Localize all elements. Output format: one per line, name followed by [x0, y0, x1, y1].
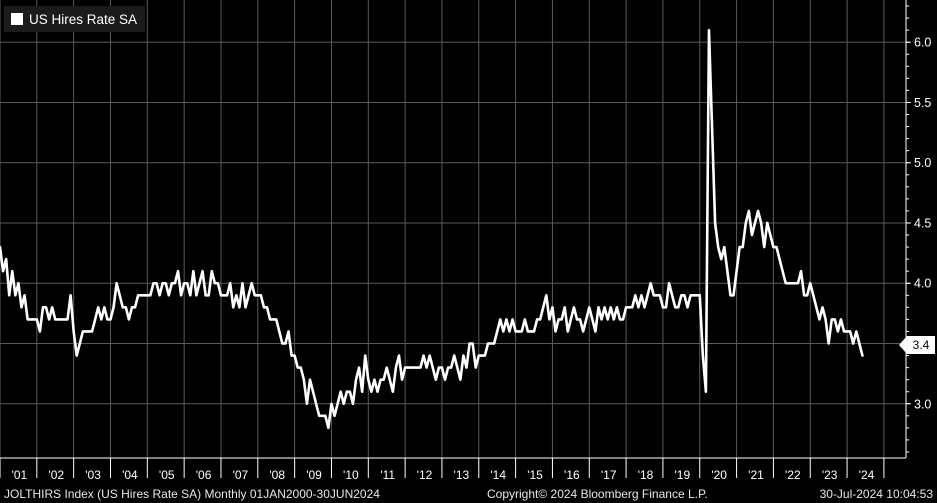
x-tick-label: '07 [233, 468, 249, 482]
x-tick-label: '06 [196, 468, 212, 482]
y-axis: 3.03.54.04.55.05.56.0 [905, 0, 931, 458]
x-tick-label: '15 [527, 468, 543, 482]
timestamp: 30-Jul-2024 10:04:53 [819, 487, 933, 501]
x-tick-label: '01 [12, 468, 28, 482]
y-tick-label: 6.0 [914, 36, 931, 50]
x-axis: '01 '02 '03 '04 '05 '06 '07 '08 '09 '10 '11 '12 '13 '… [0, 457, 906, 482]
x-tick-label: '04 [122, 468, 138, 482]
x-tick-label: '05 [159, 468, 175, 482]
legend-swatch [11, 13, 23, 25]
x-tick-label: '17 [601, 468, 617, 482]
plot-area [0, 0, 906, 458]
ticker-info: JOLTHIRS Index (US Hires Rate SA) Monthl… [4, 487, 380, 501]
x-tick-label: '21 [748, 468, 764, 482]
x-tick-label: '16 [564, 468, 580, 482]
x-tick-label: '19 [675, 468, 691, 482]
y-tick-label: 3.0 [914, 397, 931, 411]
y-tick-label: 4.0 [914, 277, 931, 291]
legend-label: US Hires Rate SA [29, 11, 138, 27]
x-tick-label: '12 [417, 468, 433, 482]
x-tick-label: '18 [638, 468, 654, 482]
y-tick-label: 5.5 [914, 96, 931, 110]
legend: US Hires Rate SA [4, 6, 146, 32]
x-tick-label: '13 [454, 468, 470, 482]
x-tick-label: '14 [490, 468, 506, 482]
x-tick-label: '03 [85, 468, 101, 482]
x-tick-label: '11 [380, 468, 395, 482]
x-tick-label: '24 [859, 468, 875, 482]
hires-rate-line [0, 28, 864, 430]
x-tick-label: '09 [306, 468, 322, 482]
y-tick-label: 4.5 [914, 216, 931, 230]
copyright: Copyright© 2024 Bloomberg Finance L.P. [487, 487, 708, 501]
x-tick-label: '02 [48, 468, 64, 482]
x-tick-label: '20 [711, 468, 727, 482]
footer: JOLTHIRS Index (US Hires Rate SA) Monthl… [0, 485, 937, 503]
y-tick-label: 5.0 [914, 156, 931, 170]
last-value-tag: 3.4 [899, 336, 935, 354]
x-tick-label: '23 [822, 468, 838, 482]
x-tick-label: '22 [785, 468, 801, 482]
grid-lines [0, 0, 906, 458]
x-tick-label: '08 [269, 468, 285, 482]
x-tick-label: '10 [343, 468, 359, 482]
